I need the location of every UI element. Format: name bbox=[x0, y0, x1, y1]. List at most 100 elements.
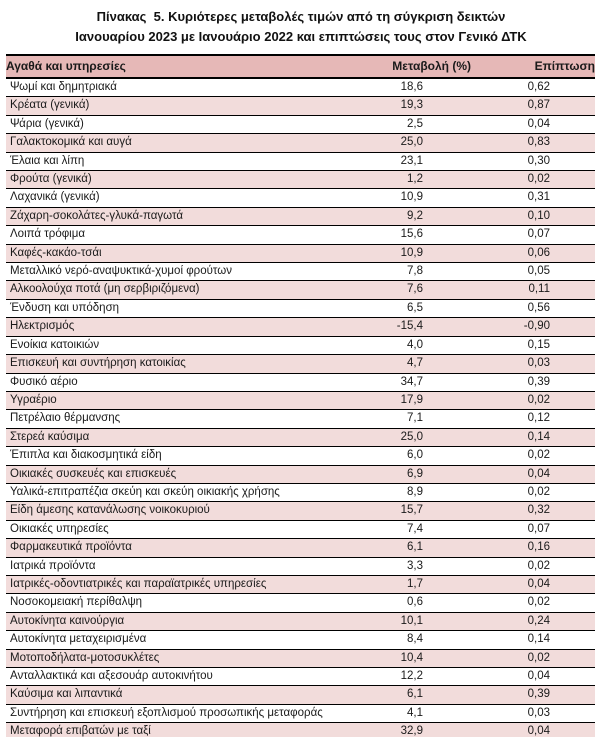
table-title-line1: Πίνακας 5. Κυριότερες μεταβολές τιμών απ… bbox=[96, 9, 506, 24]
row-change-value: 3,3 bbox=[366, 557, 471, 576]
table-row: Κρέατα (γενικά) 19,3 0,87 bbox=[6, 96, 595, 116]
row-label: Καφές-κακάο-τσάι bbox=[6, 244, 366, 264]
row-label: Πετρέλαιο θέρμανσης bbox=[6, 409, 366, 429]
row-label: Ένδυση και υπόδηση bbox=[6, 299, 366, 319]
row-impact-value: 0,32 bbox=[471, 501, 595, 521]
row-change-value: 32,9 bbox=[366, 722, 471, 737]
row-change-value: 2,5 bbox=[366, 115, 471, 135]
column-header-goods-services: Αγαθά και υπηρεσίες bbox=[6, 54, 366, 79]
row-label: Έπιπλα και διακοσμητικά είδη bbox=[6, 446, 366, 466]
row-impact-value: 0,24 bbox=[471, 612, 595, 632]
row-label: Στερεά καύσιμα bbox=[6, 428, 366, 448]
row-impact-value: 0,14 bbox=[471, 630, 595, 650]
row-change-value: 25,0 bbox=[366, 133, 471, 153]
row-impact-value: 0,56 bbox=[471, 299, 595, 319]
row-impact-value: 0,03 bbox=[471, 354, 595, 374]
row-label: Φρούτα (γενικά) bbox=[6, 170, 366, 190]
row-impact-value: 0,12 bbox=[471, 409, 595, 429]
table-row: Οικιακές συσκευές και επισκευές 6,9 0,04 bbox=[6, 465, 595, 484]
row-change-value: 8,4 bbox=[366, 630, 471, 650]
table-row: Συντήρηση και επισκευή εξοπλισμού προσωπ… bbox=[6, 704, 595, 724]
row-change-value: 6,1 bbox=[366, 685, 471, 705]
table-row: Ψάρια (γενικά) 2,5 0,04 bbox=[6, 115, 595, 135]
row-change-value: 8,9 bbox=[366, 483, 471, 503]
row-impact-value: 0,15 bbox=[471, 336, 595, 356]
row-impact-value: 0,04 bbox=[471, 575, 595, 595]
row-label: Ζάχαρη-σοκολάτες-γλυκά-παγωτά bbox=[6, 207, 366, 227]
row-change-value: 17,9 bbox=[366, 391, 471, 411]
row-impact-value: 0,31 bbox=[471, 188, 595, 208]
row-label: Επισκευή και συντήρηση κατοικίας bbox=[6, 354, 366, 374]
row-change-value: 10,9 bbox=[366, 188, 471, 208]
table-row: Ηλεκτρισμός -15,4 -0,90 bbox=[6, 317, 595, 337]
row-impact-value: 0,02 bbox=[471, 170, 595, 190]
row-impact-value: 0,02 bbox=[471, 446, 595, 466]
row-change-value: 15,6 bbox=[366, 225, 471, 245]
table-row: Λοιπά τρόφιμα 15,6 0,07 bbox=[6, 225, 595, 245]
row-label: Ιατρικά προϊόντα bbox=[6, 557, 366, 576]
row-change-value: 0,6 bbox=[366, 593, 471, 613]
table-title-line2: Ιανουαρίου 2023 με Ιανουάριο 2022 και επ… bbox=[75, 29, 527, 44]
row-label: Γαλακτοκομικά και αυγά bbox=[6, 133, 366, 153]
table-row: Γαλακτοκομικά και αυγά 25,0 0,83 bbox=[6, 133, 595, 153]
row-change-value: 7,8 bbox=[366, 262, 471, 282]
row-impact-value: 0,87 bbox=[471, 96, 595, 116]
header-row: Αγαθά και υπηρεσίες Μεταβολή (%) Επίπτωσ… bbox=[6, 54, 595, 79]
table-row: Μεταφορά επιβατών με ταξί 32,9 0,04 bbox=[6, 722, 595, 737]
row-label: Υγραέριο bbox=[6, 391, 366, 411]
row-label: Φυσικό αέριο bbox=[6, 373, 366, 392]
table-row: Ένδυση και υπόδηση 6,5 0,56 bbox=[6, 299, 595, 319]
table-row: Λαχανικά (γενικά) 10,9 0,31 bbox=[6, 188, 595, 208]
row-change-value: 19,3 bbox=[366, 96, 471, 116]
row-change-value: 18,6 bbox=[366, 78, 471, 98]
row-change-value: 10,1 bbox=[366, 612, 471, 632]
row-change-value: 25,0 bbox=[366, 428, 471, 448]
table-row: Καύσιμα και λιπαντικά 6,1 0,39 bbox=[6, 685, 595, 705]
row-change-value: 10,9 bbox=[366, 244, 471, 264]
row-change-value: 23,1 bbox=[366, 152, 471, 172]
row-change-value: 1,7 bbox=[366, 575, 471, 595]
row-impact-value: 0,07 bbox=[471, 225, 595, 245]
row-change-value: 6,9 bbox=[366, 465, 471, 484]
row-impact-value: 0,30 bbox=[471, 152, 595, 172]
row-label: Αυτοκίνητα μεταχειρισμένα bbox=[6, 630, 366, 650]
row-label: Αλκοολούχα ποτά (μη σερβιριζόμενα) bbox=[6, 280, 366, 300]
table-row: Φυσικό αέριο 34,7 0,39 bbox=[6, 373, 595, 392]
row-impact-value: 0,14 bbox=[471, 428, 595, 448]
row-impact-value: 0,62 bbox=[471, 78, 595, 98]
table-row: Φρούτα (γενικά) 1,2 0,02 bbox=[6, 170, 595, 190]
row-impact-value: 0,02 bbox=[471, 557, 595, 576]
table-row: Μοτοποδήλατα-μοτοσυκλέτες 10,4 0,02 bbox=[6, 649, 595, 669]
table-row: Αλκοολούχα ποτά (μη σερβιριζόμενα) 7,6 0,1… bbox=[6, 280, 595, 300]
row-impact-value: 0,05 bbox=[471, 262, 595, 282]
row-change-value: -15,4 bbox=[366, 317, 471, 337]
table-row: Αυτοκίνητα μεταχειρισμένα 8,4 0,14 bbox=[6, 630, 595, 650]
row-label: Φαρμακευτικά προϊόντα bbox=[6, 538, 366, 558]
table-row: Έλαια και λίπη 23,1 0,30 bbox=[6, 152, 595, 172]
row-label: Ενοίκια κατοικιών bbox=[6, 336, 366, 356]
table-row: Καφές-κακάο-τσάι 10,9 0,06 bbox=[6, 244, 595, 264]
table-row: Στερεά καύσιμα 25,0 0,14 bbox=[6, 428, 595, 448]
row-label: Είδη άμεσης κατανάλωσης νοικοκυριού bbox=[6, 501, 366, 521]
row-label: Ηλεκτρισμός bbox=[6, 317, 366, 337]
row-impact-value: 0,04 bbox=[471, 465, 595, 484]
row-change-value: 7,6 bbox=[366, 280, 471, 300]
row-impact-value: 0,04 bbox=[471, 722, 595, 737]
row-change-value: 1,2 bbox=[366, 170, 471, 190]
row-impact-value: 0,04 bbox=[471, 115, 595, 135]
row-impact-value: 0,16 bbox=[471, 538, 595, 558]
row-impact-value: 0,02 bbox=[471, 483, 595, 503]
row-impact-value: 0,02 bbox=[471, 593, 595, 613]
row-label: Νοσοκομειακή περίθαλψη bbox=[6, 593, 366, 613]
row-change-value: 6,0 bbox=[366, 446, 471, 466]
row-impact-value: 0,11 bbox=[471, 280, 595, 300]
table-title: Πίνακας 5. Κυριότερες μεταβολές τιμών απ… bbox=[0, 0, 602, 47]
table-row: Έπιπλα και διακοσμητικά είδη 6,0 0,02 bbox=[6, 446, 595, 466]
table-row: Αυτοκίνητα καινούργια 10,1 0,24 bbox=[6, 612, 595, 632]
row-impact-value: 0,02 bbox=[471, 391, 595, 411]
table-row: Ανταλλακτικά και αξεσουάρ αυτοκινήτου 12,… bbox=[6, 667, 595, 687]
table-row: Νοσοκομειακή περίθαλψη 0,6 0,02 bbox=[6, 593, 595, 613]
table-row: Πετρέλαιο θέρμανσης 7,1 0,12 bbox=[6, 409, 595, 429]
row-label: Οικιακές υπηρεσίες bbox=[6, 520, 366, 540]
row-change-value: 4,7 bbox=[366, 354, 471, 374]
